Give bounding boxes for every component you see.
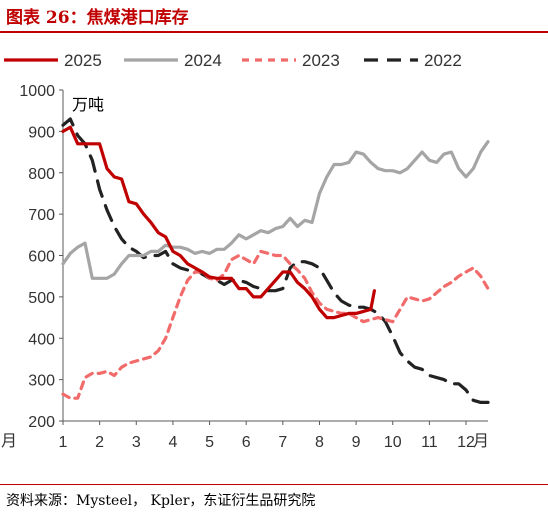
y-tick-label: 600 xyxy=(28,249,55,266)
x-tick-label: 5 xyxy=(205,434,214,451)
chart-series xyxy=(61,117,490,404)
legend-label-2023: 2023 xyxy=(302,51,340,70)
y-tick-label: 300 xyxy=(28,373,55,390)
y-tick-label: 700 xyxy=(28,207,55,224)
x-tick-label: 10 xyxy=(384,434,402,451)
chart: 2025 2024 2023 2022 200 300 400 500 600 700 800 90… xyxy=(1,51,490,451)
x-tick-label: 2 xyxy=(95,434,104,451)
legend-label-2025: 2025 xyxy=(64,51,102,70)
y-tick-label: 800 xyxy=(28,166,55,183)
series-line-2023 xyxy=(61,249,490,400)
legend-label-2022: 2022 xyxy=(424,51,462,70)
y-tick-label: 400 xyxy=(28,331,55,348)
y-tick-label: 500 xyxy=(28,290,55,307)
page-title: 图表 26：焦煤港口库存 xyxy=(6,8,189,28)
series-line-2025 xyxy=(61,125,376,320)
chart-legend: 2025 2024 2023 2022 xyxy=(4,51,462,70)
x-tick-label: 12 xyxy=(457,434,475,451)
source-note: 资料来源：Mysteel， Kpler，东证衍生品研究院 xyxy=(6,493,316,509)
x-tick-label: 11 xyxy=(421,434,438,451)
source-divider xyxy=(0,484,548,485)
y-tick-label: 1000 xyxy=(19,83,55,100)
y-tick-label: 900 xyxy=(28,124,55,141)
series-line-2022 xyxy=(61,117,490,404)
legend-label-2024: 2024 xyxy=(184,51,222,70)
x-tick-label: 8 xyxy=(315,434,324,451)
y-unit-label: 万吨 xyxy=(72,95,104,114)
y-tick-label: 200 xyxy=(28,414,55,431)
series-line-2024 xyxy=(61,140,490,280)
x-tick-label: 1 xyxy=(59,434,68,451)
x-tick-label: 3 xyxy=(132,434,141,451)
x-tick-label: 9 xyxy=(352,434,361,451)
x-axis-label-left: 月 xyxy=(1,431,17,450)
x-axis-label-right: 月 xyxy=(473,431,489,450)
x-tick-label: 4 xyxy=(168,434,177,451)
x-tick-label: 7 xyxy=(278,434,287,451)
title-divider xyxy=(0,31,548,33)
x-tick-label: 6 xyxy=(242,434,251,451)
